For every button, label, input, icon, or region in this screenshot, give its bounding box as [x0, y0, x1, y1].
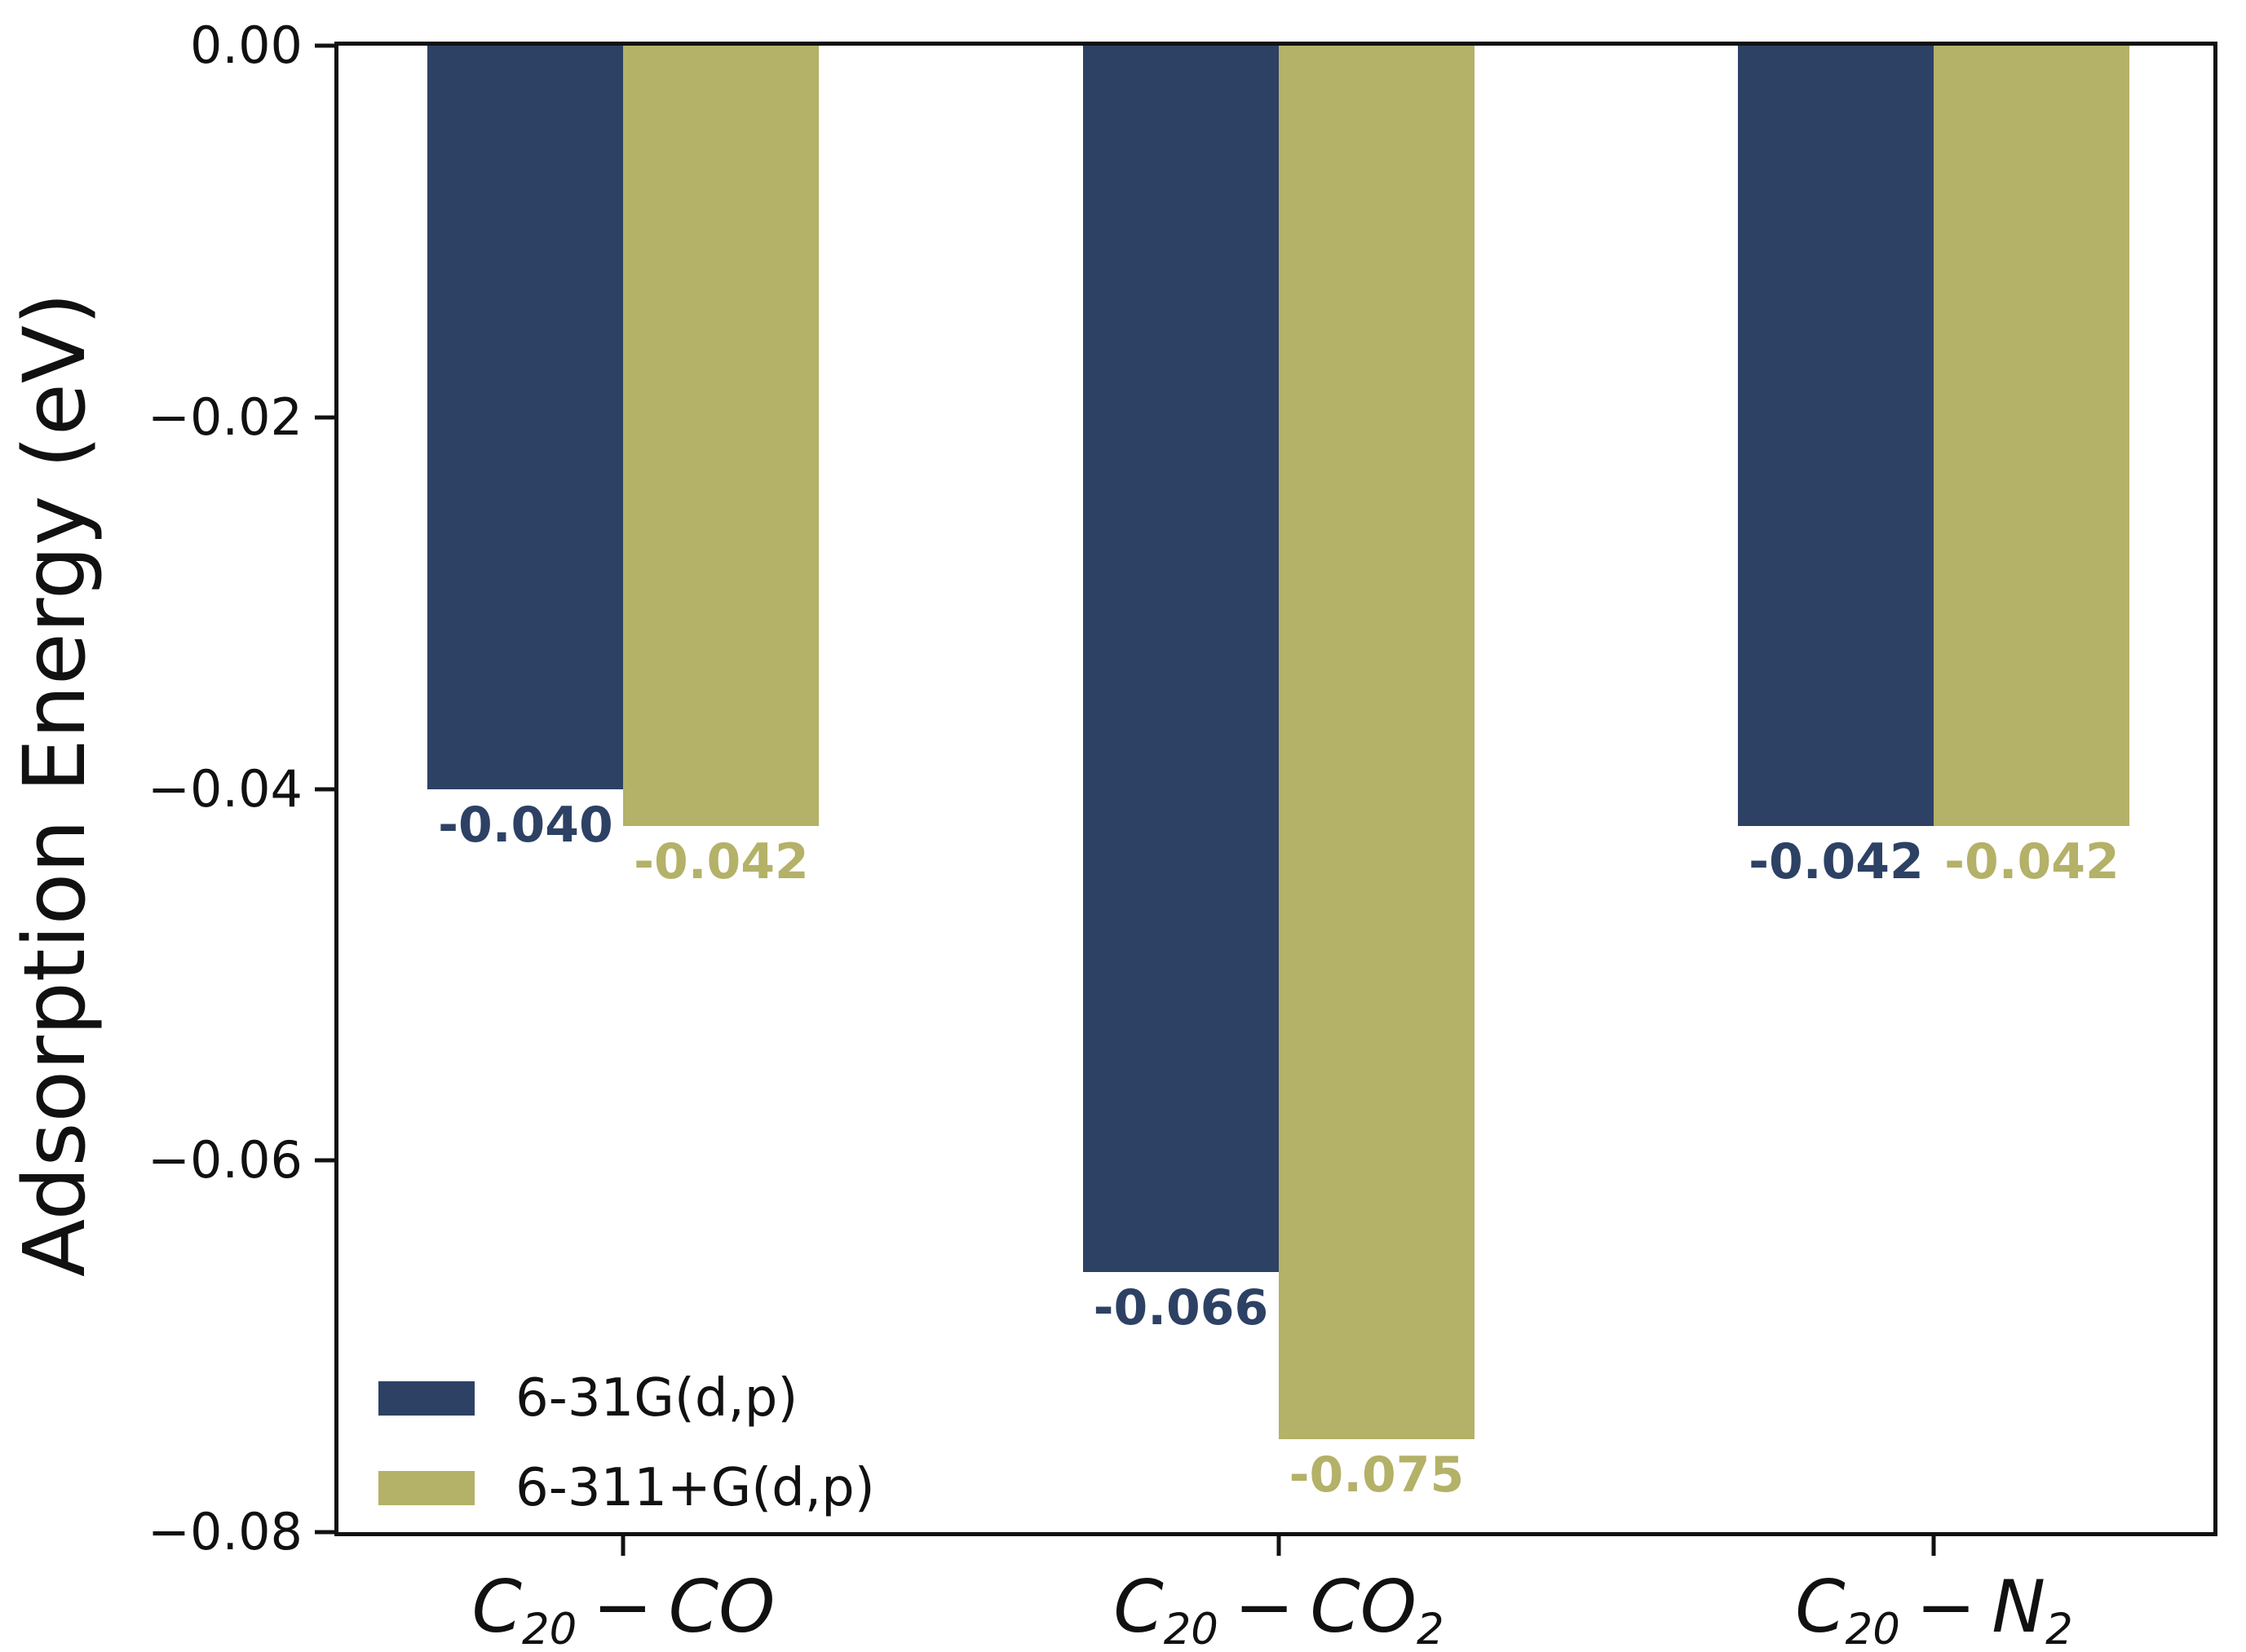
plot-area: 0.00 −0.02 −0.04 −0.06 −0.08 C20− CO C20− CO2 C20… — [148, 20, 2217, 1651]
y-axis-title: Adsorption Energy (eV) — [5, 292, 104, 1278]
bar-6-311+G(d,p)-C20 − CO2 — [1278, 46, 1474, 1440]
x-tick-label-0: C20− CO — [471, 1565, 776, 1652]
y-tick-label-2: −0.04 — [148, 758, 303, 819]
bar-value-label-6-311+G(d,p)-C20 − CO: -0.042 — [634, 833, 809, 891]
legend-label-0: 6-31G(d,p) — [515, 1368, 798, 1429]
x-tick-0 — [621, 1536, 626, 1556]
bar-value-label-6-311+G(d,p)-C20 − CO2: -0.075 — [1289, 1447, 1465, 1504]
y-tick-2 — [315, 787, 334, 791]
x-tick-2 — [1931, 1536, 1936, 1556]
legend: 6-31G(d,p) 6-311+G(d,p) — [378, 1372, 875, 1514]
legend-swatch-1 — [378, 1471, 475, 1505]
y-tick-4 — [315, 1530, 334, 1535]
bar-6-31G(d,p)-C20 − N2 — [1738, 46, 1934, 827]
legend-swatch-0 — [378, 1381, 475, 1416]
x-tick-label-1: C20− CO2 — [1113, 1565, 1444, 1652]
x-tick-label-2: C20− N2 — [1795, 1565, 2073, 1652]
bar-value-label-6-311+G(d,p)-C20 − N2: -0.042 — [1944, 833, 2120, 891]
y-tick-label-0: 0.00 — [189, 15, 303, 75]
y-tick-3 — [315, 1158, 334, 1163]
x-tick-1 — [1276, 1536, 1281, 1556]
legend-label-1: 6-311+G(d,p) — [515, 1458, 875, 1518]
legend-row-1: 6-311+G(d,p) — [378, 1462, 875, 1514]
bar-6-31G(d,p)-C20 − CO — [427, 46, 624, 789]
legend-row-0: 6-31G(d,p) — [378, 1372, 875, 1425]
y-tick-label-4: −0.08 — [148, 1502, 303, 1561]
bar-value-label-6-31G(d,p)-C20 − CO2: -0.066 — [1093, 1279, 1269, 1336]
bar-value-label-6-31G(d,p)-C20 − CO: -0.040 — [438, 796, 613, 854]
bar-6-31G(d,p)-C20 − CO2 — [1082, 46, 1279, 1272]
y-tick-1 — [315, 415, 334, 420]
y-tick-label-1: −0.02 — [148, 386, 303, 447]
y-tick-label-3: −0.06 — [148, 1130, 303, 1190]
bar-6-311+G(d,p)-C20 − CO — [623, 46, 820, 827]
bar-6-311+G(d,p)-C20 − N2 — [1934, 46, 2130, 827]
bar-value-label-6-31G(d,p)-C20 − N2: -0.042 — [1749, 833, 1924, 891]
y-tick-0 — [315, 43, 334, 48]
